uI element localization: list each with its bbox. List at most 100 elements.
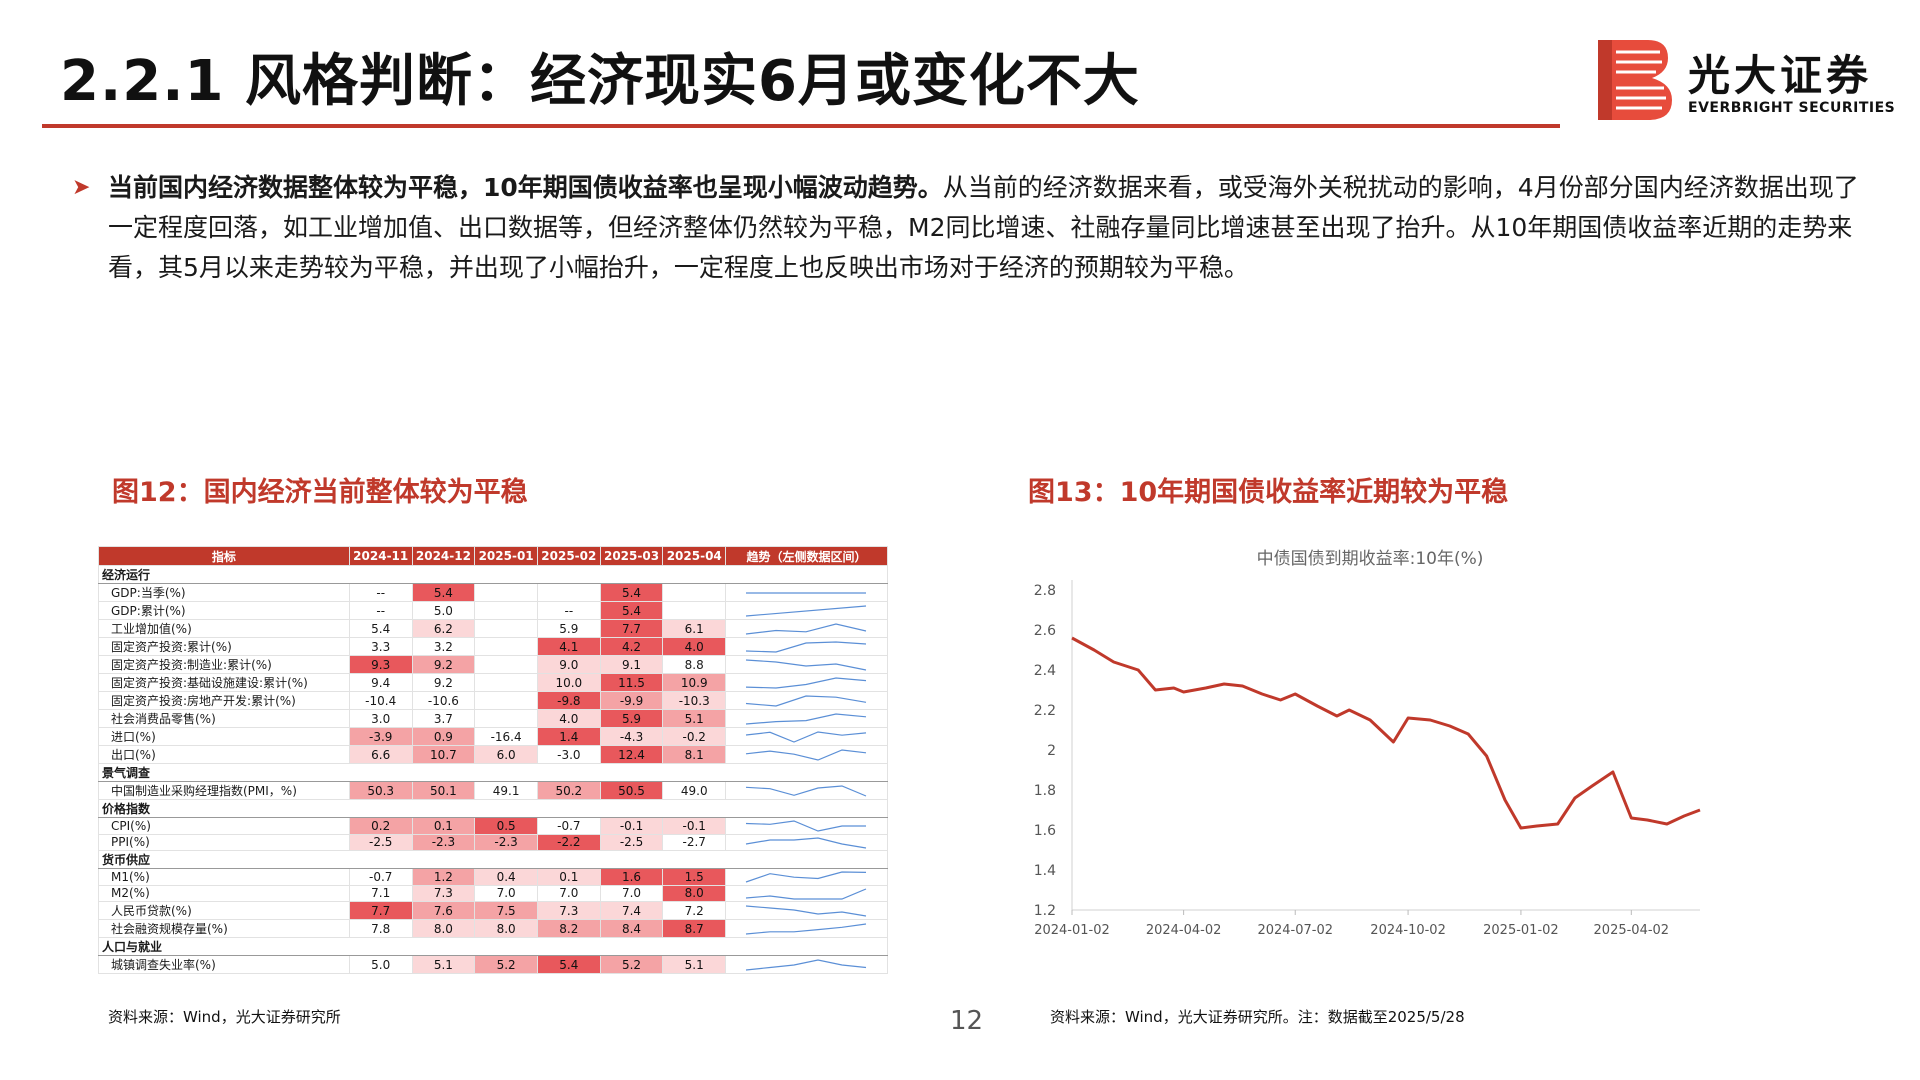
- indicator-value: 6.1: [662, 619, 727, 638]
- table-row: 人民币贷款(%) 7.7 7.6 7.5 7.3 7.4 7.2: [98, 901, 888, 920]
- indicator-value: 10.9: [662, 673, 727, 692]
- figure13-source: 资料来源：Wind，光大证券研究所。注：数据截至2025/5/28: [1050, 1008, 1465, 1026]
- table-row: 固定资产投资:制造业:累计(%) 9.3 9.2 9.0 9.1 8.8: [98, 655, 888, 674]
- indicator-value: 4.0: [662, 637, 727, 656]
- indicator-value: 7.3: [411, 884, 476, 902]
- indicator-value: -0.2: [662, 727, 727, 746]
- indicator-value: 5.1: [662, 709, 727, 728]
- table-row: 工业增加值(%) 5.4 6.2 5.9 7.7 6.1: [98, 619, 888, 638]
- indicator-name: 出口(%): [98, 745, 350, 764]
- indicator-value: 8.8: [662, 655, 727, 674]
- indicator-value: -0.1: [662, 817, 727, 835]
- indicator-value: 5.2: [599, 955, 664, 974]
- sparkline-path: [745, 837, 867, 849]
- indicator-name: GDP:当季(%): [98, 583, 350, 602]
- indicator-value: [536, 583, 601, 602]
- brand-logo: 光大证券 EVERBRIGHT SECURITIES: [1596, 38, 1906, 122]
- indicator-value: 7.6: [411, 901, 476, 920]
- trend-sparkline: [725, 868, 888, 886]
- indicator-value: 0.5: [474, 817, 538, 835]
- y-tick-label: 1.4: [1034, 863, 1056, 879]
- category-label: 人口与就业: [98, 937, 888, 956]
- indicator-value: 4.0: [536, 709, 601, 728]
- indicator-value: 6.6: [348, 745, 413, 764]
- indicator-value: 5.1: [662, 955, 727, 974]
- indicator-name: 进口(%): [98, 727, 350, 746]
- indicator-value: [474, 655, 538, 674]
- chart-title: 中债国债到期收益率:10年(%): [1257, 549, 1484, 569]
- table-category-row: 经济运行: [98, 565, 888, 584]
- sparkline-path: [745, 871, 867, 883]
- indicator-value: 0.2: [348, 817, 413, 835]
- indicator-name: 社会融资规模存量(%): [98, 919, 350, 938]
- sparkline-path: [746, 605, 867, 617]
- everbright-logo-icon: [1598, 40, 1672, 120]
- indicator-value: [474, 619, 538, 638]
- indicator-value: --: [348, 601, 413, 620]
- indicator-value: 8.2: [536, 919, 601, 938]
- indicator-name: 工业增加值(%): [98, 619, 350, 638]
- indicator-value: 5.2: [474, 955, 538, 974]
- indicator-value: 5.0: [348, 955, 413, 974]
- x-tick-label: 2024-07-02: [1257, 923, 1333, 938]
- indicator-value: 0.1: [411, 817, 476, 835]
- indicator-table: 指标 2024-11 2024-12 2025-01 2025-02 2025-03 202…: [98, 546, 888, 974]
- series-line: [1071, 636, 1701, 830]
- sparkline-path: [746, 923, 867, 935]
- summary-text: 当前国内经济数据整体较为平稳，10年期国债收益率也呈现小幅波动趋势。从当前的经济…: [108, 168, 1862, 288]
- indicator-value: 9.1: [599, 655, 664, 674]
- summary-bullet: ➤ 当前国内经济数据整体较为平稳，10年期国债收益率也呈现小幅波动趋势。从当前的…: [72, 168, 1862, 288]
- indicator-value: 5.9: [536, 619, 601, 638]
- indicator-value: 9.4: [348, 673, 413, 692]
- indicator-value: -2.7: [662, 833, 727, 851]
- sparkline-path: [746, 641, 867, 653]
- indicator-value: -4.3: [599, 727, 664, 746]
- table-header-cell: 2025-02: [536, 546, 601, 566]
- table-row: 固定资产投资:基础设施建设:累计(%) 9.4 9.2 10.0 11.5 10.9: [98, 673, 888, 692]
- indicator-value: 10.7: [411, 745, 476, 764]
- table-row: M1(%) -0.7 1.2 0.4 0.1 1.6 1.5: [98, 868, 888, 886]
- trend-sparkline: [725, 901, 888, 920]
- table-header-cell: 2025-03: [599, 546, 664, 566]
- figure13-title: 图13：10年期国债收益率近期较为平稳: [1028, 477, 1509, 508]
- table-row: 中国制造业采购经理指数(PMI，%) 50.3 50.1 49.1 50.2 50.5 49…: [98, 781, 888, 800]
- indicator-value: 3.2: [411, 637, 476, 656]
- category-label: 货币供应: [98, 850, 888, 869]
- indicator-value: 7.3: [536, 901, 601, 920]
- trend-sparkline: [725, 955, 888, 974]
- indicator-value: 7.1: [348, 884, 413, 902]
- indicator-value: 1.4: [536, 727, 601, 746]
- indicator-value: -2.3: [474, 833, 538, 851]
- trend-sparkline: [725, 583, 888, 602]
- indicator-name: PPI(%): [98, 833, 350, 851]
- sparkline-path: [746, 659, 867, 671]
- indicator-name: 人民币贷款(%): [98, 901, 350, 920]
- indicator-value: 7.8: [348, 919, 413, 938]
- table-header-cell: 趋势（左侧数据区间）: [725, 546, 888, 566]
- table-row: 社会融资规模存量(%) 7.8 8.0 8.0 8.2 8.4 8.7: [98, 919, 888, 938]
- indicator-value: 5.4: [599, 583, 664, 602]
- title-divider: [42, 124, 1560, 128]
- category-label: 景气调查: [98, 763, 888, 782]
- indicator-value: 7.5: [474, 901, 538, 920]
- table-header-cell: 2024-11: [348, 546, 413, 566]
- indicator-value: -2.5: [599, 833, 664, 851]
- indicator-value: 8.0: [411, 919, 476, 938]
- sparkline-path: [746, 731, 867, 743]
- indicator-value: 7.7: [348, 901, 413, 920]
- x-tick-label: 2025-04-02: [1594, 923, 1670, 938]
- indicator-name: 固定资产投资:累计(%): [98, 637, 350, 656]
- indicator-value: 0.1: [536, 868, 601, 886]
- trend-sparkline: [725, 833, 888, 851]
- indicator-value: -3.9: [348, 727, 413, 746]
- indicator-value: -2.5: [348, 833, 413, 851]
- trend-sparkline: [725, 655, 888, 674]
- indicator-value: 50.5: [599, 781, 664, 800]
- indicator-value: -0.7: [348, 868, 413, 886]
- indicator-name: 中国制造业采购经理指数(PMI，%): [98, 781, 350, 800]
- indicator-value: -2.3: [411, 833, 476, 851]
- indicator-name: 固定资产投资:房地产开发:累计(%): [98, 691, 350, 710]
- indicator-value: -16.4: [474, 727, 538, 746]
- indicator-value: -10.4: [348, 691, 413, 710]
- indicator-value: 10.0: [536, 673, 601, 692]
